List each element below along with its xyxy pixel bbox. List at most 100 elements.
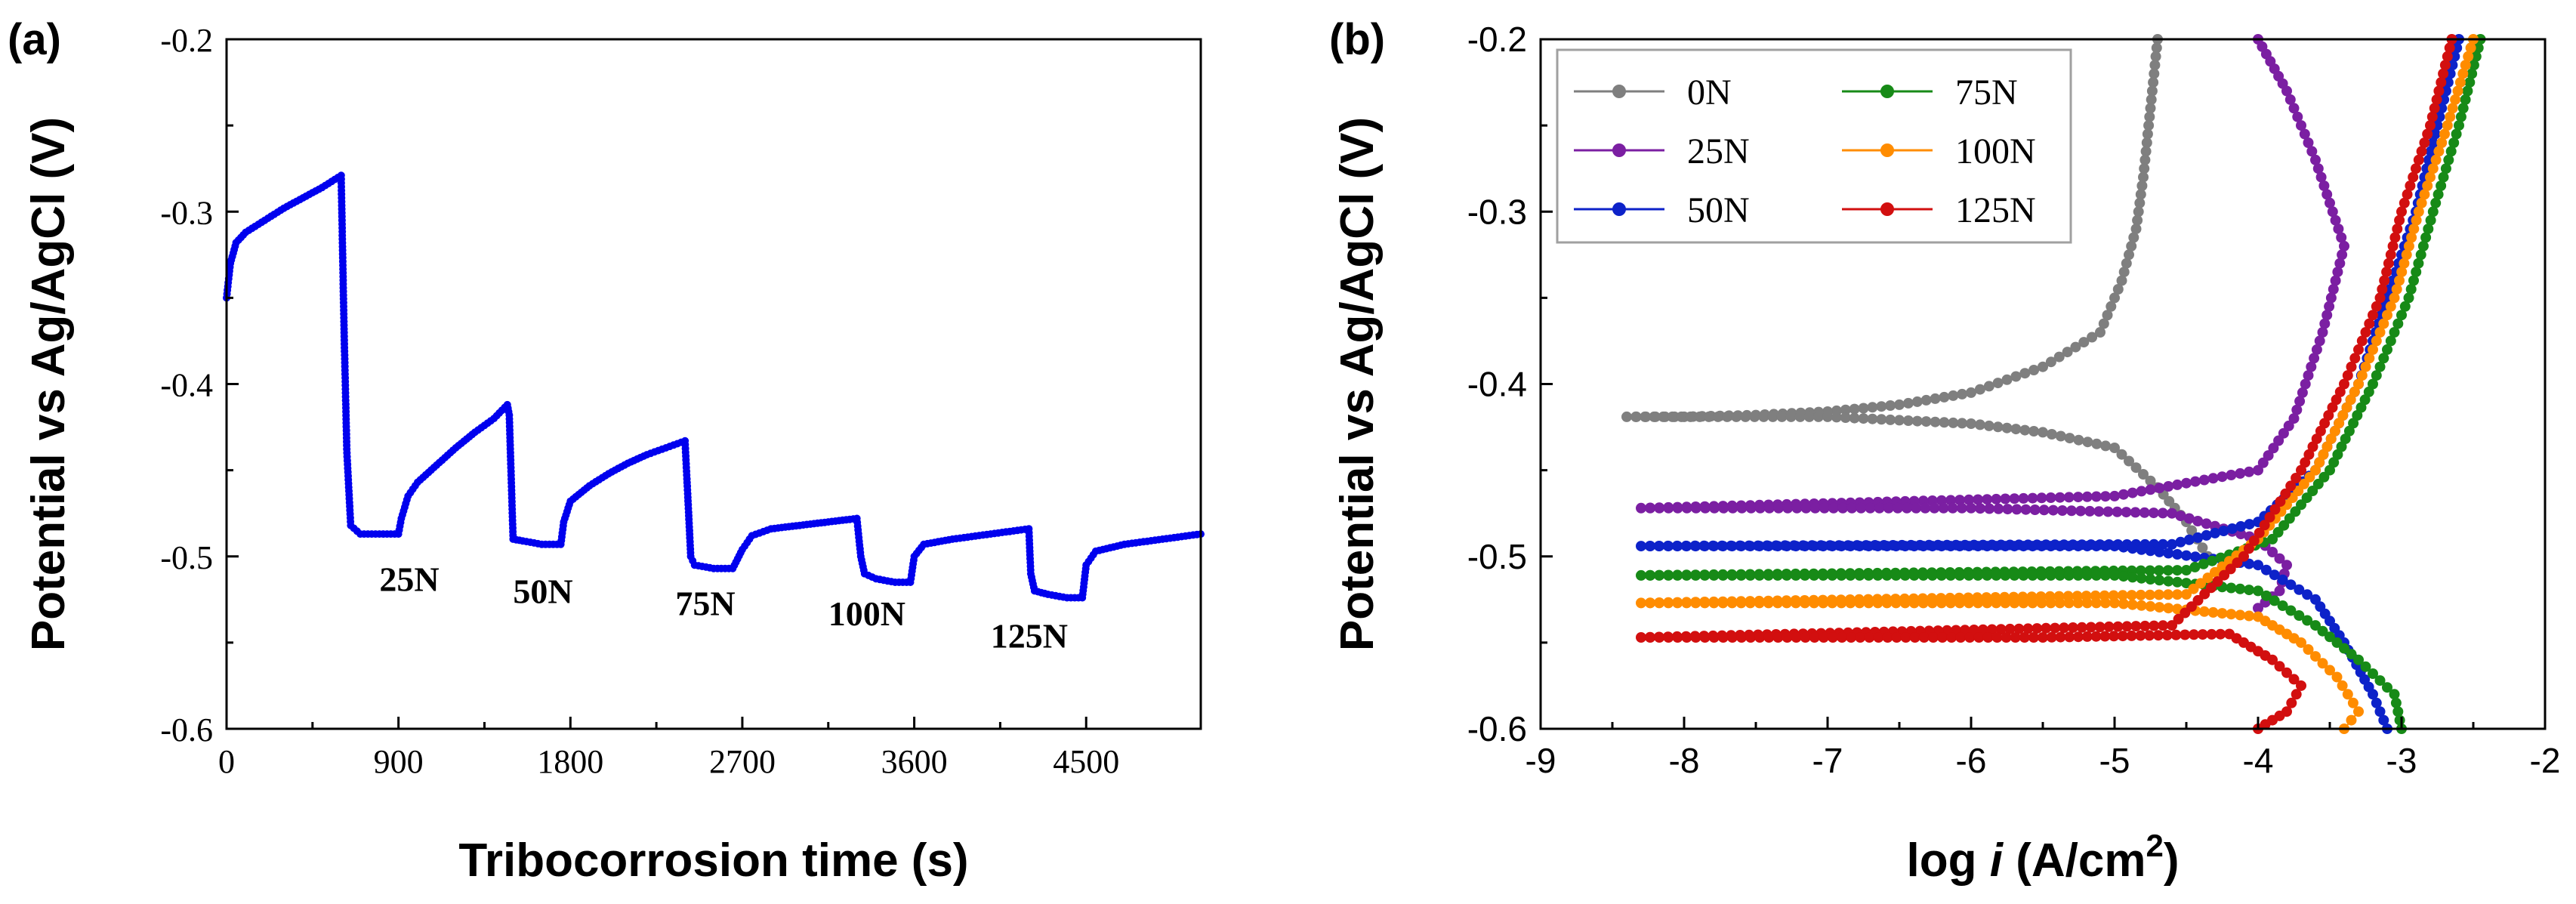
- data-point: [2392, 224, 2403, 235]
- data-point: [2294, 584, 2305, 595]
- x-tick-label: -3: [2386, 741, 2417, 780]
- data-point: [2112, 506, 2123, 517]
- data-point: [2325, 665, 2335, 676]
- data-point: [1672, 541, 1683, 552]
- data-point: [2341, 402, 2352, 413]
- data-point: [2028, 426, 2040, 437]
- data-point: [2342, 689, 2353, 700]
- data-point: [2217, 561, 2228, 572]
- data-point: [2154, 483, 2165, 494]
- data-point: [1736, 502, 1748, 514]
- data-point: [1955, 632, 1967, 643]
- data-point: [1894, 399, 1905, 410]
- data-point: [2045, 541, 2056, 552]
- x-label-sup: 2: [2146, 828, 2163, 863]
- data-point: [1645, 541, 1656, 552]
- data-point: [2368, 668, 2378, 679]
- data-point: [1794, 411, 1806, 422]
- data-point: [1735, 541, 1747, 552]
- data-point: [2299, 128, 2310, 140]
- data-point: [1767, 411, 1779, 422]
- data-point: [2377, 284, 2388, 295]
- data-point: [2010, 632, 2021, 643]
- data-point: [1694, 411, 1705, 422]
- data-point: [2036, 492, 2047, 504]
- data-point: [1954, 597, 1965, 609]
- data-point: [1827, 597, 1838, 609]
- data-point: [1964, 632, 1976, 643]
- data-point: [2146, 85, 2158, 97]
- data-point: [2172, 565, 2183, 576]
- data-point: [2353, 706, 2364, 717]
- data-point: [1899, 597, 1911, 609]
- data-point: [1939, 391, 1950, 403]
- data-point: [2145, 600, 2156, 612]
- data-point: [2011, 504, 2022, 515]
- data-point: [2315, 171, 2327, 183]
- data-point: [2175, 536, 2186, 548]
- data-point: [2144, 565, 2155, 576]
- data-point: [2420, 232, 2432, 243]
- data-point: [2425, 214, 2436, 226]
- data-point: [2374, 292, 2386, 304]
- y-tick-label: -0.4: [160, 367, 213, 404]
- data-point: [2116, 449, 2127, 460]
- data-point: [2127, 543, 2138, 554]
- data-point: [2317, 625, 2328, 637]
- data-point: [2045, 492, 2056, 503]
- data-point: [1672, 632, 1683, 643]
- data-point: [2285, 605, 2297, 616]
- data-point: [1908, 597, 1920, 609]
- data-point: [1740, 411, 1751, 422]
- data-point: [2311, 433, 2322, 445]
- data-point: [1690, 541, 1701, 552]
- data-point: [2235, 529, 2247, 540]
- data-point: [1891, 632, 1902, 643]
- y-tick-label: -0.3: [1467, 192, 1527, 231]
- data-point: [2374, 327, 2386, 338]
- data-point: [2325, 433, 2337, 445]
- data-point: [2396, 267, 2408, 278]
- data-point: [1745, 541, 1756, 552]
- data-point: [1818, 541, 1829, 552]
- data-point: [2172, 589, 2183, 600]
- data-point: [2136, 572, 2147, 584]
- data-point: [2325, 197, 2335, 208]
- legend-swatch-marker: [1880, 85, 1894, 98]
- data-point: [1772, 569, 1783, 581]
- data-point: [2027, 541, 2038, 552]
- data-point: [2431, 94, 2442, 105]
- data-point: [2413, 154, 2424, 165]
- data-point: [2124, 455, 2134, 467]
- data-point: [2291, 404, 2303, 415]
- data-point: [2426, 111, 2438, 122]
- data-point: [1983, 420, 1994, 431]
- data-point: [2175, 511, 2186, 522]
- panel-b: -9 -8 -7 -6 -5 -4 -3 -2 -0.6 -0.5 -0.4 -0.3 -0.2 (b) P…: [1329, 15, 2560, 887]
- data-point: [2330, 214, 2341, 226]
- data-point: [2072, 492, 2084, 503]
- data-point: [1726, 541, 1738, 552]
- data-point: [2135, 189, 2146, 200]
- data-point: [2425, 146, 2436, 157]
- data-point: [2109, 292, 2120, 304]
- data-point: [1758, 411, 1769, 422]
- data-point: [2317, 658, 2328, 669]
- data-point: [2001, 374, 2013, 385]
- data-point: [2212, 576, 2223, 587]
- data-point: [2090, 541, 2102, 552]
- data-point: [2385, 249, 2396, 261]
- data-point: [2442, 120, 2453, 131]
- data-point: [2360, 327, 2371, 338]
- data-point: [2145, 475, 2156, 486]
- data-point: [2403, 292, 2414, 304]
- data-point: [2399, 258, 2410, 269]
- data-point: [2337, 249, 2348, 261]
- data-point: [2436, 180, 2447, 191]
- data-point: [2300, 378, 2311, 390]
- data-point: [1982, 494, 1993, 505]
- data-point: [2292, 111, 2303, 122]
- data-point: [2346, 361, 2357, 372]
- data-point: [1708, 632, 1720, 643]
- data-point: [2210, 566, 2220, 578]
